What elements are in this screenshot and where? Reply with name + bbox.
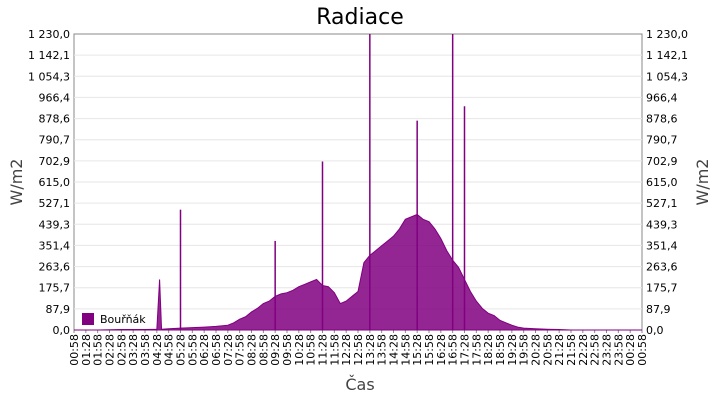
y-tick-label-left: 439,3: [39, 218, 71, 231]
y-tick-label-left: 790,7: [39, 134, 71, 147]
y-tick-label-left: 175,7: [39, 282, 71, 295]
x-tick-label: 01:58: [92, 334, 105, 366]
x-tick-label: 09:58: [281, 334, 294, 366]
x-tick-label: 02:58: [115, 334, 128, 366]
x-tick-label: 19:28: [506, 334, 519, 366]
x-tick-label: 23:28: [601, 334, 614, 366]
y-tick-label-left: 263,6: [39, 261, 71, 274]
x-tick-label: 14:58: [399, 334, 412, 366]
y-tick-label-right: 439,3: [646, 218, 678, 231]
y-tick-label-left: 527,1: [39, 197, 71, 210]
x-tick-label: 15:58: [423, 334, 436, 366]
x-axis: 00:5801:2801:5802:2802:5803:2803:5804:28…: [68, 330, 649, 366]
y-tick-label-right: 175,7: [646, 282, 678, 295]
y-tick-label-right: 351,4: [646, 239, 678, 252]
chart-title: Radiace: [316, 5, 403, 30]
x-tick-label: 16:58: [447, 334, 460, 366]
y-tick-label-left: 0,0: [53, 324, 71, 337]
x-tick-label: 07:58: [234, 334, 247, 366]
x-tick-label: 01:28: [80, 334, 93, 366]
y-tick-label-left: 1 054,3: [28, 70, 70, 83]
y-tick-label-left: 878,6: [39, 113, 71, 126]
x-tick-label: 06:28: [198, 334, 211, 366]
x-tick-label: 21:58: [565, 334, 578, 366]
x-tick-label: 08:28: [246, 334, 259, 366]
x-tick-label: 13:28: [364, 334, 377, 366]
x-tick-label: 11:28: [317, 334, 330, 366]
x-tick-label: 20:58: [541, 334, 554, 366]
x-tick-label: 09:28: [269, 334, 282, 366]
y-tick-label-right: 1 054,3: [646, 70, 688, 83]
y-tick-label-left: 1 230,0: [28, 28, 70, 41]
x-axis-title: Čas: [345, 375, 374, 394]
y-tick-label-right: 263,6: [646, 261, 678, 274]
y-tick-label-left: 1 142,1: [28, 49, 70, 62]
x-tick-label: 19:58: [518, 334, 531, 366]
y-tick-label-right: 1 230,0: [646, 28, 688, 41]
y-tick-label-left: 615,0: [39, 176, 71, 189]
y-tick-label-right: 878,6: [646, 113, 678, 126]
x-tick-label: 13:58: [376, 334, 389, 366]
y-tick-label-right: 1 142,1: [646, 49, 688, 62]
y-tick-label-left: 702,9: [39, 155, 71, 168]
x-tick-label: 10:28: [293, 334, 306, 366]
x-tick-label: 12:58: [352, 334, 365, 366]
x-tick-label: 10:58: [305, 334, 318, 366]
y-tick-label-left: 351,4: [39, 239, 71, 252]
y-axis-right: 0,0 87,9 175,7 263,6 351,4 439,3 527,1 615,0 702…: [646, 28, 688, 337]
x-tick-label: 04:28: [151, 334, 164, 366]
legend-swatch: [82, 313, 94, 325]
legend: Bouřňák: [82, 313, 146, 326]
x-tick-label: 17:28: [459, 334, 472, 366]
x-tick-label: 04:58: [163, 334, 176, 366]
x-tick-label: 00:58: [636, 334, 649, 366]
y-axis-left: 0,0 87,9 175,7 263,6 351,4 439,3 527,1 615,0 702…: [28, 28, 70, 337]
x-tick-label: 03:58: [139, 334, 152, 366]
x-tick-label: 00:28: [624, 334, 637, 366]
x-tick-label: 15:28: [411, 334, 424, 366]
x-tick-label: 06:58: [210, 334, 223, 366]
y-tick-label-right: 615,0: [646, 176, 678, 189]
y-tick-label-right: 966,4: [646, 91, 678, 104]
y-tick-label-right: 87,9: [646, 303, 671, 316]
x-tick-label: 22:28: [577, 334, 590, 366]
y-tick-label-right: 527,1: [646, 197, 678, 210]
x-tick-label: 05:28: [175, 334, 188, 366]
legend-label: Bouřňák: [100, 313, 146, 326]
x-tick-label: 03:28: [127, 334, 140, 366]
y-tick-label-left: 87,9: [46, 303, 71, 316]
x-tick-label: 21:28: [553, 334, 566, 366]
x-tick-label: 18:58: [494, 334, 507, 366]
x-tick-label: 23:58: [612, 334, 625, 366]
x-tick-label: 17:58: [470, 334, 483, 366]
series-layer: [74, 34, 642, 331]
x-tick-label: 12:28: [340, 334, 353, 366]
x-tick-label: 18:28: [482, 334, 495, 366]
x-tick-label: 02:28: [104, 334, 117, 366]
y-tick-label-right: 790,7: [646, 134, 678, 147]
y-tick-label-left: 966,4: [39, 91, 71, 104]
x-tick-label: 20:28: [530, 334, 543, 366]
x-tick-label: 08:58: [257, 334, 270, 366]
grid-lines: [74, 54, 642, 310]
y-axis-title-right: W/m2: [693, 159, 712, 206]
y-axis-title-left: W/m2: [7, 159, 26, 206]
x-tick-label: 22:58: [589, 334, 602, 366]
x-tick-label: 14:28: [388, 334, 401, 366]
x-tick-label: 16:28: [435, 334, 448, 366]
series-area: [74, 213, 642, 331]
x-tick-label: 11:58: [328, 334, 341, 366]
x-tick-label: 05:58: [186, 334, 199, 366]
x-tick-label: 07:28: [222, 334, 235, 366]
x-tick-label: 00:58: [68, 334, 81, 366]
y-tick-label-right: 0,0: [646, 324, 664, 337]
y-tick-label-right: 702,9: [646, 155, 678, 168]
